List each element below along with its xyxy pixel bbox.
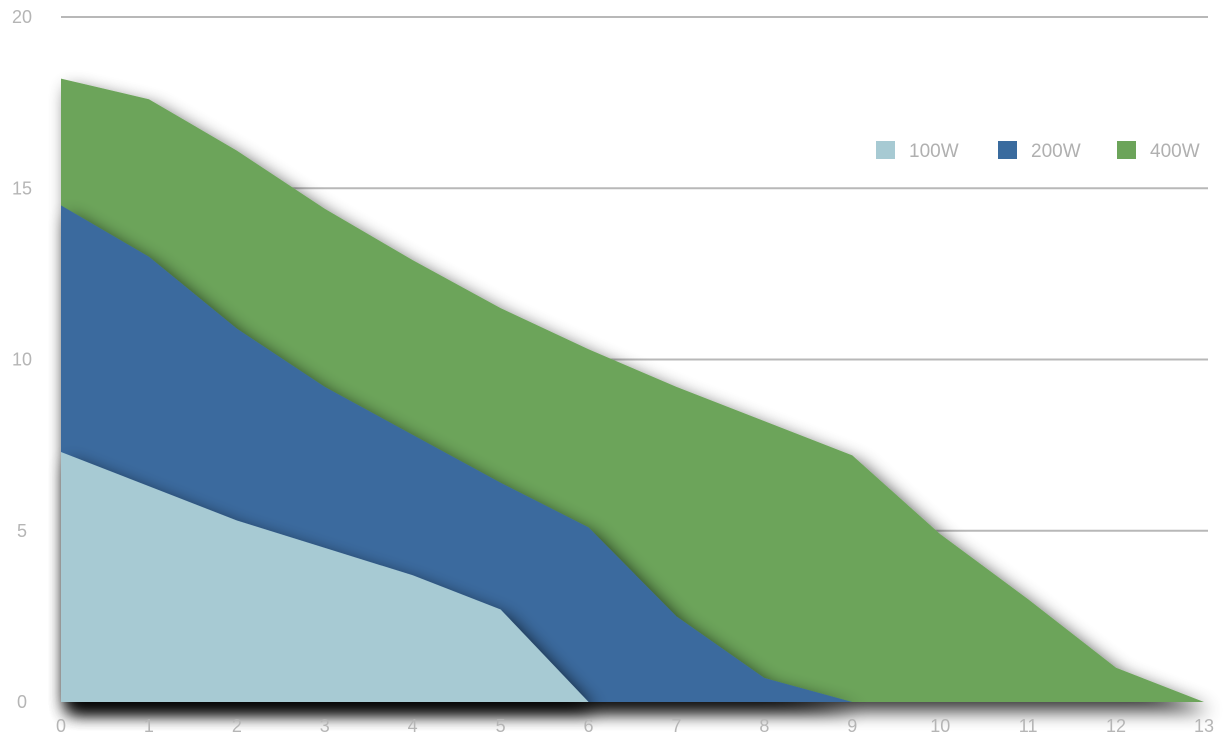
y-tick-label: 10: [12, 350, 32, 370]
series-areas: [61, 78, 1204, 702]
x-tick-label: 10: [930, 716, 950, 736]
y-tick-label: 5: [17, 521, 27, 541]
legend-item-200W: 200W: [998, 141, 1081, 162]
legend-label: 400W: [1150, 141, 1200, 162]
legend: 100W 200W 400W: [876, 141, 1200, 162]
x-tick-label: 11: [1019, 716, 1038, 736]
area-series-100W: [61, 451, 589, 702]
y-axis-tick-labels: 0 5 10 15 20: [12, 7, 32, 712]
x-tick-label: 2: [232, 716, 242, 736]
x-tick-label: 0: [56, 716, 66, 736]
x-tick-label: 4: [408, 716, 418, 736]
legend-swatch: [1117, 141, 1136, 159]
x-tick-label: 5: [496, 716, 506, 736]
x-tick-label: 3: [320, 716, 330, 736]
legend-item-400W: 400W: [1117, 141, 1200, 162]
x-tick-label: 12: [1106, 716, 1126, 736]
legend-swatch: [998, 141, 1017, 159]
x-tick-label: 7: [671, 716, 681, 736]
y-tick-label: 20: [12, 7, 32, 27]
legend-swatch: [876, 141, 895, 159]
legend-label: 200W: [1031, 141, 1081, 162]
x-tick-label: 6: [584, 716, 594, 736]
x-axis-tick-labels: 0 1 2 3 4 5 6 7 8 9 10 11 12 13: [56, 716, 1214, 736]
y-tick-label: 0: [17, 692, 27, 712]
legend-label: 100W: [909, 141, 959, 162]
x-tick-label: 1: [144, 716, 154, 736]
x-tick-label: 8: [759, 716, 769, 736]
y-tick-label: 15: [12, 178, 32, 198]
x-tick-label: 13: [1194, 716, 1214, 736]
x-tick-label: 9: [847, 716, 857, 736]
legend-item-100W: 100W: [876, 141, 959, 162]
